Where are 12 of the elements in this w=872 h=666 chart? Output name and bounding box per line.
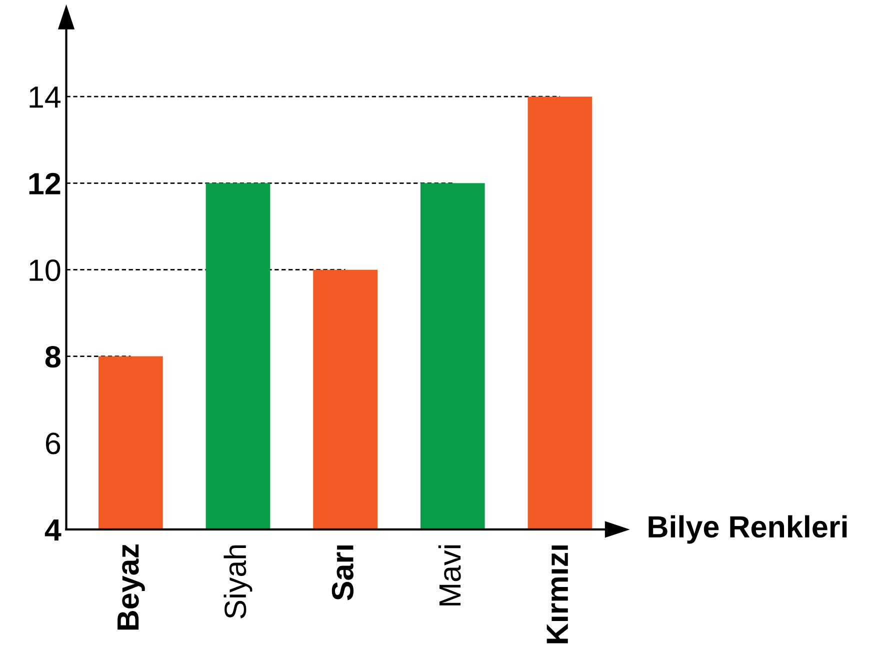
x-axis-title: Bilye Renkleri <box>648 515 847 544</box>
x-tick-label: Siyah <box>224 545 252 618</box>
y-tick-label: 10 <box>30 259 60 282</box>
x-tick-label: Kırmızı <box>546 545 568 644</box>
y-tick-label: 12 <box>29 172 60 194</box>
y-tick-label: 14 <box>30 86 61 108</box>
x-tick-label: Sarı <box>332 545 354 600</box>
y-tick-label: 8 <box>45 346 60 368</box>
y-tick-label: 6 <box>46 432 60 454</box>
x-tick-label: Mavi <box>438 545 461 606</box>
y-tick-label: 4 <box>44 520 62 541</box>
x-tick-label: Beyaz <box>118 544 145 630</box>
